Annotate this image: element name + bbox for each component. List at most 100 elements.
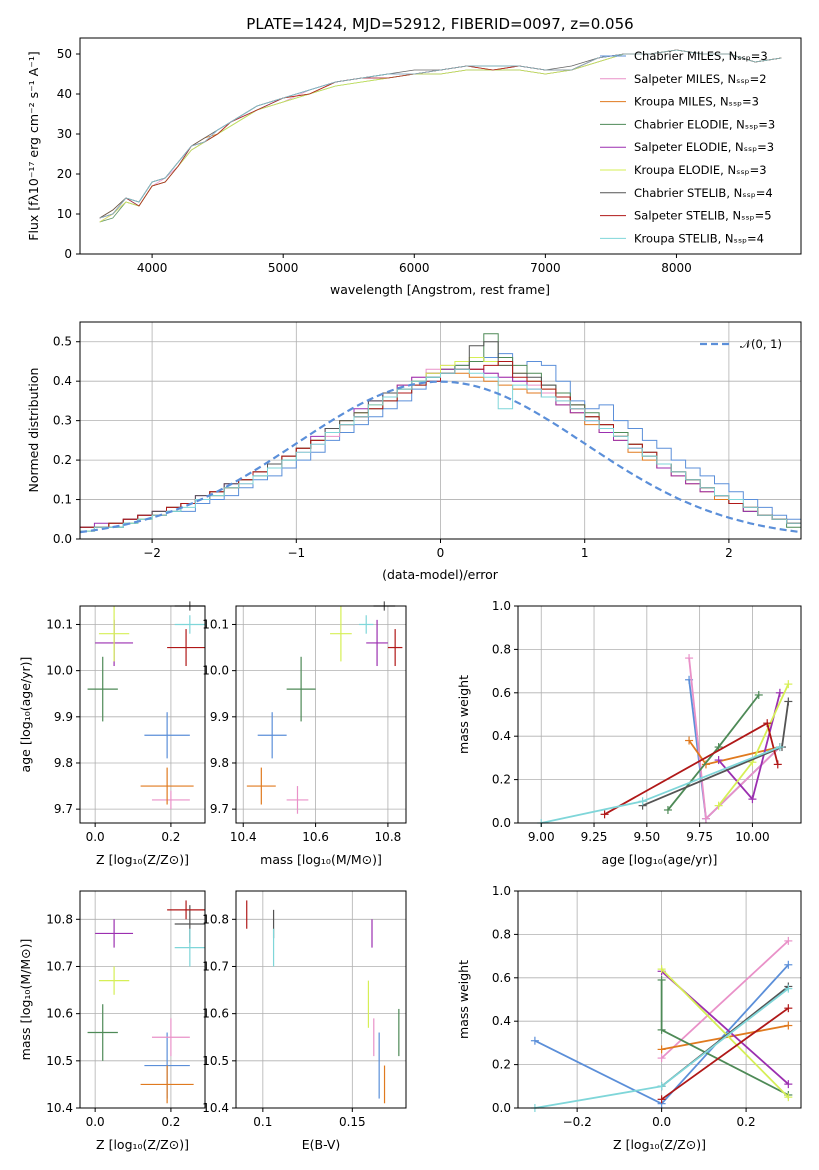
y-tick-label: 10.6 — [46, 1007, 73, 1021]
weight-line — [688, 679, 781, 821]
x-tick-label: 2 — [725, 546, 733, 560]
x-tick-label: 6000 — [399, 261, 430, 275]
spectrum-ticks: 4000 5000 6000 7000 8000 0 10 20 30 40 50 — [57, 47, 692, 275]
y-tick-label: 9.9 — [210, 710, 229, 724]
spectrum-title: PLATE=1424, MJD=52912, FIBERID=0097, z=0… — [246, 15, 633, 33]
y-tick-label: 0.6 — [492, 971, 511, 985]
parameter-panel: 0.0 0.2 10.4 10.5 10.6 10.7 10.8 Z [log₁₀(Z/Z⊙)… — [18, 890, 206, 1152]
parameter-panels: 0.0 0.2 9.7 9.8 9.9 10.0 10.1 Z [log₁₀(Z/Z⊙)] ag… — [18, 599, 802, 1152]
x-tick-label: 5000 — [268, 261, 299, 275]
parameter-panel: 10.4 10.6 10.8 9.7 9.8 9.9 10.0 10.1 mass [log₁₀… — [202, 601, 407, 867]
y-tick-label: 10.6 — [202, 1007, 229, 1021]
weight-line — [642, 701, 790, 807]
spectrum-ylabel: Flux [fλ10⁻¹⁷ erg cm⁻² s⁻¹ A⁻¹] — [26, 51, 41, 240]
x-axis-label: E(B-V) — [302, 1137, 341, 1152]
x-tick-label: 0.0 — [86, 830, 105, 844]
x-tick-label: 7000 — [530, 261, 561, 275]
spectrum-frame — [79, 37, 802, 255]
x-tick-label: 0.2 — [737, 1115, 756, 1129]
y-tick-label: 0 — [64, 247, 72, 261]
y-tick-label: 0.2 — [492, 773, 511, 787]
x-tick-label: 9.00 — [528, 830, 555, 844]
x-tick-label: 0.2 — [161, 830, 180, 844]
x-tick-label: 0.2 — [161, 1115, 180, 1129]
spectrum-panel: PLATE=1424, MJD=52912, FIBERID=0097, z=0… — [26, 15, 802, 297]
y-tick-label: 0.8 — [492, 927, 511, 941]
weight-line — [660, 968, 789, 1098]
y-tick-label: 0.0 — [53, 532, 72, 546]
panel-frame — [79, 890, 206, 1109]
y-tick-label: 40 — [57, 87, 72, 101]
y-tick-label: 10.4 — [202, 1101, 229, 1115]
x-axis-label: Z [log₁₀(Z/Z⊙)] — [96, 1137, 189, 1152]
y-tick-label: 0.8 — [492, 642, 511, 656]
x-tick-label: 9.25 — [581, 830, 608, 844]
panel-frame — [517, 890, 802, 1109]
x-axis-label: Z [log₁₀(Z/Z⊙)] — [96, 852, 189, 867]
x-tick-label: 0 — [437, 546, 445, 560]
y-tick-label: 0.1 — [53, 493, 72, 507]
y-tick-label: 1.0 — [492, 884, 511, 898]
y-tick-label: 0.4 — [492, 729, 511, 743]
y-tick-label: 10.0 — [202, 664, 229, 678]
legend-label: Kroupa ELODIE, Nₛₛₚ=3 — [634, 163, 767, 177]
y-tick-label: 9.8 — [210, 756, 229, 770]
y-tick-label: 0.2 — [492, 1058, 511, 1072]
x-tick-label: 0.1 — [253, 1115, 272, 1129]
y-tick-label: 10.8 — [46, 912, 73, 926]
histogram-ylabel: Normed distribution — [26, 368, 41, 493]
y-tick-label: 0.4 — [492, 1014, 511, 1028]
panel-frame — [79, 605, 206, 824]
histogram-grid — [80, 322, 801, 540]
y-tick-label: 10.5 — [46, 1054, 73, 1068]
y-tick-label: 0.2 — [53, 453, 72, 467]
y-tick-label: 10.1 — [202, 617, 229, 631]
legend-label: Chabrier MILES, Nₛₛₚ=3 — [634, 49, 768, 63]
spectrum-xlabel: wavelength [Angstrom, rest frame] — [330, 282, 550, 297]
x-tick-label: 4000 — [137, 261, 168, 275]
weight-line — [661, 1007, 789, 1101]
y-axis-label: mass weight — [456, 960, 471, 1039]
y-tick-label: 10.0 — [46, 664, 73, 678]
panel-frame — [517, 605, 802, 824]
y-tick-label: 20 — [57, 167, 72, 181]
legend-label-normal: 𝒩(0, 1) — [740, 337, 782, 351]
spectrum-legend: Chabrier MILES, Nₛₛₚ=3 Salpeter MILES, Nₛ… — [600, 49, 775, 245]
legend-label: Chabrier STELIB, Nₛₛₚ=4 — [634, 186, 773, 200]
y-tick-label: 0.3 — [53, 414, 72, 428]
y-tick-label: 0.5 — [53, 335, 72, 349]
x-axis-label: Z [log₁₀(Z/Z⊙)] — [613, 1137, 706, 1152]
x-tick-label: 0.0 — [86, 1115, 105, 1129]
x-tick-label: −1 — [287, 546, 305, 560]
weight-line — [688, 658, 781, 821]
y-axis-label: mass weight — [456, 675, 471, 754]
y-axis-label: age [log₁₀(age/yr)] — [18, 657, 33, 773]
y-tick-label: 10.5 — [202, 1054, 229, 1068]
x-axis-label: mass [log₁₀(M/M⊙)] — [260, 852, 382, 867]
y-tick-label: 9.9 — [54, 710, 73, 724]
spectrum-line — [99, 49, 782, 219]
x-tick-label: 9.50 — [633, 830, 660, 844]
y-tick-label: 30 — [57, 127, 72, 141]
y-tick-label: 10.7 — [46, 959, 73, 973]
legend-label: Salpeter ELODIE, Nₛₛₚ=3 — [634, 140, 774, 154]
y-tick-label: 0.0 — [492, 816, 511, 830]
x-tick-label: 0.15 — [339, 1115, 366, 1129]
legend-label: Salpeter STELIB, Nₛₛₚ=5 — [634, 209, 772, 223]
y-tick-label: 10.4 — [46, 1101, 73, 1115]
parameter-panel: 0.1 0.15 10.4 10.5 10.6 10.7 10.8 E(B-V) — [202, 890, 407, 1152]
y-tick-label: 9.7 — [54, 802, 73, 816]
y-tick-label: 1.0 — [492, 599, 511, 613]
weight-line — [604, 721, 779, 816]
y-tick-label: 10.8 — [202, 912, 229, 926]
legend-label: Chabrier ELODIE, Nₛₛₚ=3 — [634, 117, 775, 131]
panel-frame — [235, 890, 407, 1109]
residual-histogram-panel: 𝒩(0, 1) (data-model)/error Normed distri… — [26, 321, 802, 582]
x-tick-label: 10.8 — [375, 830, 402, 844]
x-tick-label: 8000 — [661, 261, 692, 275]
legend-label: Kroupa MILES, Nₛₛₚ=3 — [634, 95, 759, 109]
weight-line — [660, 940, 789, 1059]
parameter-panel: 9.00 9.25 9.50 9.75 10.00 0.0 0.2 0.4 0.6 0.8 1.0 a… — [456, 599, 802, 867]
